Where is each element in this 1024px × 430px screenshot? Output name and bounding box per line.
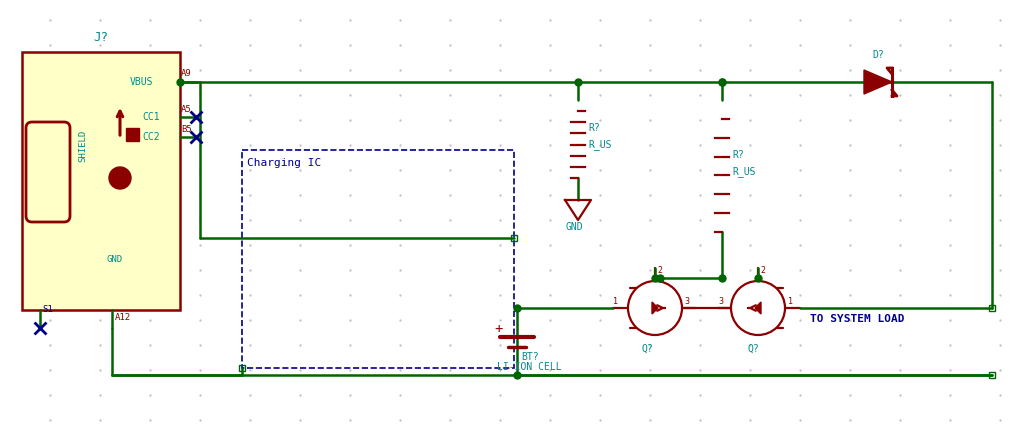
Bar — [126, 128, 139, 141]
Polygon shape — [652, 302, 658, 314]
Text: Q?: Q? — [748, 344, 760, 354]
Circle shape — [109, 167, 131, 189]
Text: 3: 3 — [718, 297, 723, 306]
Text: R_US: R_US — [588, 139, 611, 150]
Text: SHIELD: SHIELD — [78, 130, 87, 162]
Text: A9: A9 — [181, 69, 191, 78]
Text: R_US: R_US — [732, 166, 756, 177]
Text: 1: 1 — [788, 297, 793, 306]
Text: CC1: CC1 — [142, 112, 160, 122]
Text: B5: B5 — [181, 125, 191, 134]
Text: R?: R? — [588, 123, 600, 133]
Text: BT?: BT? — [521, 351, 539, 362]
Text: GND: GND — [566, 222, 584, 232]
Polygon shape — [755, 302, 761, 314]
Text: A5: A5 — [181, 105, 191, 114]
Text: TO SYSTEM LOAD: TO SYSTEM LOAD — [810, 314, 904, 324]
Text: +: + — [495, 322, 503, 337]
Circle shape — [731, 281, 785, 335]
Text: J?: J? — [93, 31, 109, 44]
Text: 2: 2 — [760, 266, 765, 275]
Circle shape — [628, 281, 682, 335]
FancyBboxPatch shape — [26, 122, 70, 222]
Text: GND: GND — [106, 255, 123, 264]
Text: 1: 1 — [613, 297, 618, 306]
Text: VBUS: VBUS — [130, 77, 154, 87]
Text: CC2: CC2 — [142, 132, 160, 142]
Bar — [22, 52, 180, 310]
Text: Q?: Q? — [641, 344, 652, 354]
Text: 2: 2 — [657, 266, 662, 275]
Text: D?: D? — [872, 50, 884, 60]
Text: R?: R? — [732, 150, 743, 160]
Text: A12: A12 — [115, 313, 131, 322]
Text: Charging IC: Charging IC — [247, 158, 322, 168]
Polygon shape — [864, 70, 892, 94]
Text: 3: 3 — [684, 297, 689, 306]
Text: LI-ION CELL: LI-ION CELL — [497, 362, 561, 372]
Text: S1: S1 — [42, 305, 53, 314]
Bar — [242, 150, 514, 368]
